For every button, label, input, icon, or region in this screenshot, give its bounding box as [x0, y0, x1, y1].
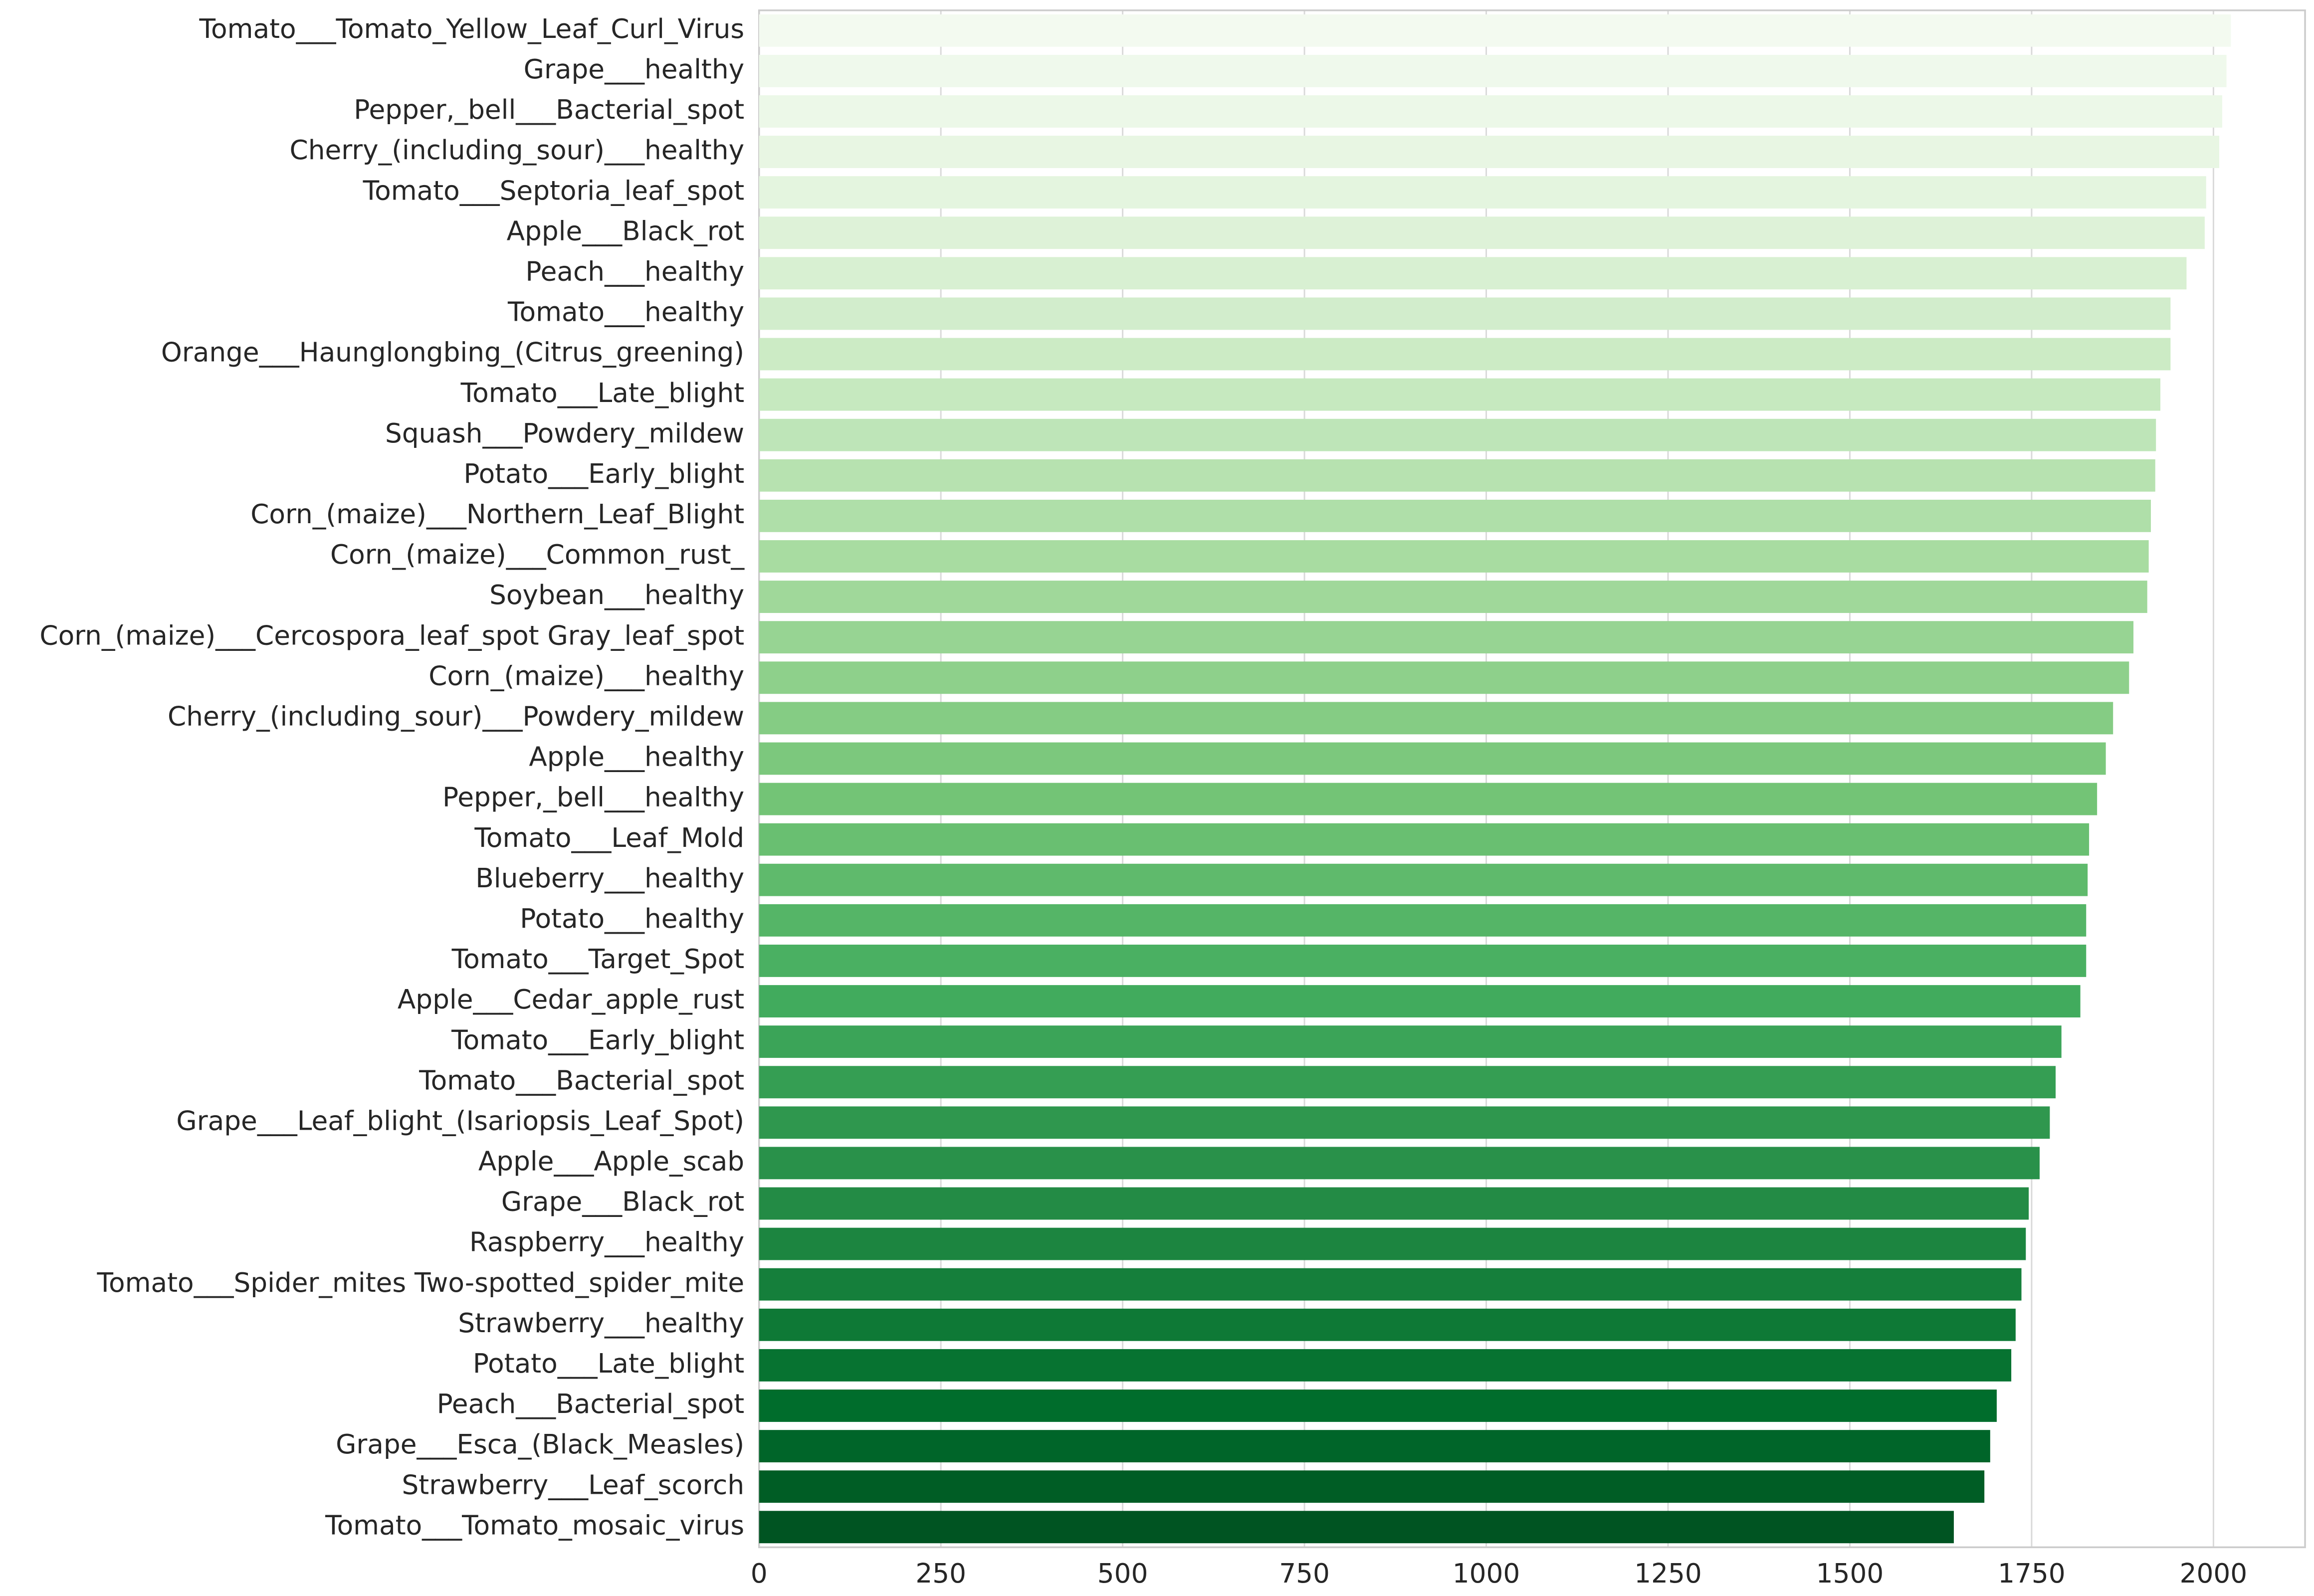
y-tick-label: Tomato___Late_blight	[460, 378, 744, 408]
y-tick-label: Tomato___Bacterial_spot	[419, 1065, 744, 1096]
bar	[759, 1511, 1954, 1544]
y-tick-label: Blueberry___healthy	[475, 863, 744, 894]
plot-frame	[758, 9, 2306, 1549]
bar	[759, 1106, 2050, 1139]
y-tick-label: Tomato___Tomato_Yellow_Leaf_Curl_Virus	[199, 13, 745, 44]
y-tick-label: Grape___Black_rot	[501, 1187, 744, 1217]
bar	[759, 823, 2090, 856]
y-tick-label: Tomato___Septoria_leaf_spot	[363, 175, 744, 206]
x-tick-label: 1500	[1816, 1558, 1884, 1589]
bar	[759, 1308, 2016, 1341]
y-tick-label: Peach___healthy	[525, 256, 744, 287]
bar	[759, 216, 2205, 249]
y-tick-label: Tomato___healthy	[507, 297, 744, 328]
y-tick-label: Corn_(maize)___Cercospora_leaf_spot Gray…	[39, 620, 744, 651]
bar	[759, 945, 2087, 977]
y-tick-label: Grape___Leaf_blight_(Isariopsis_Leaf_Spo…	[176, 1105, 744, 1136]
bar	[759, 783, 2098, 815]
bar	[759, 904, 2087, 937]
bar	[759, 459, 2155, 492]
y-tick-label: Apple___Apple_scab	[478, 1146, 744, 1177]
bar	[759, 1470, 1985, 1503]
bar	[759, 540, 2149, 573]
y-tick-label: Apple___Black_rot	[507, 215, 744, 246]
x-tick-label: 1250	[1634, 1558, 1702, 1589]
bar	[759, 1349, 2012, 1382]
bar	[759, 1390, 1997, 1422]
bar	[759, 257, 2187, 290]
bar	[759, 136, 2220, 168]
bar	[759, 1187, 2029, 1220]
y-tick-label: Tomato___Early_blight	[451, 1024, 744, 1055]
y-tick-label: Apple___healthy	[529, 742, 744, 773]
y-tick-label: Grape___healthy	[524, 54, 744, 85]
y-tick-label: Cherry_(including_sour)___healthy	[290, 135, 745, 166]
bar	[759, 1430, 1990, 1463]
x-tick-label: 250	[915, 1558, 966, 1589]
y-tick-label: Apple___Cedar_apple_rust	[398, 984, 744, 1015]
bar	[759, 95, 2222, 128]
bar	[759, 499, 2151, 532]
bar	[759, 1147, 2040, 1180]
y-tick-label: Tomato___Leaf_Mold	[474, 822, 744, 853]
bar	[759, 581, 2147, 613]
x-tick-label: 1750	[1998, 1558, 2066, 1589]
y-tick-label: Strawberry___healthy	[458, 1308, 744, 1339]
y-tick-label: Grape___Esca_(Black_Measles)	[336, 1429, 744, 1460]
bar	[759, 378, 2160, 411]
y-tick-label: Soybean___healthy	[489, 580, 744, 610]
bar	[759, 742, 2106, 775]
x-tick-label: 1000	[1453, 1558, 1520, 1589]
y-tick-label: Potato___Early_blight	[463, 458, 744, 489]
bar	[759, 418, 2156, 451]
bar	[759, 1227, 2026, 1260]
bar	[759, 621, 2134, 654]
y-tick-label: Peach___Bacterial_spot	[437, 1389, 745, 1419]
bar	[759, 1025, 2062, 1058]
bar	[759, 661, 2129, 694]
y-tick-label: Tomato___Spider_mites Two-spotted_spider…	[97, 1267, 745, 1298]
y-tick-label: Pepper,_bell___Bacterial_spot	[354, 94, 744, 125]
bar	[759, 297, 2171, 330]
y-tick-label: Cherry_(including_sour)___Powdery_mildew	[168, 701, 744, 732]
y-tick-label: Pepper,_bell___healthy	[442, 782, 744, 813]
y-tick-label: Corn_(maize)___Common_rust_	[330, 539, 745, 570]
y-tick-label: Raspberry___healthy	[469, 1227, 744, 1258]
y-tick-label: Potato___healthy	[520, 903, 744, 934]
bar	[759, 1066, 2056, 1099]
y-tick-label: Tomato___Target_Spot	[451, 944, 745, 975]
x-tick-label: 750	[1279, 1558, 1330, 1589]
y-tick-label: Strawberry___Leaf_scorch	[402, 1469, 745, 1500]
bar	[759, 985, 2081, 1017]
bar	[759, 338, 2171, 371]
x-tick-label: 0	[751, 1558, 768, 1589]
y-tick-label: Corn_(maize)___healthy	[428, 660, 744, 691]
x-tick-label: 2000	[2180, 1558, 2248, 1589]
bar	[759, 1268, 2022, 1301]
y-tick-label: Potato___Late_blight	[473, 1348, 744, 1379]
bar	[759, 863, 2088, 896]
y-tick-label: Corn_(maize)___Northern_Leaf_Blight	[250, 499, 744, 530]
x-tick-label: 500	[1097, 1558, 1148, 1589]
bar	[759, 702, 2113, 735]
bar	[759, 14, 2231, 47]
y-tick-label: Orange___Haunglongbing_(Citrus_greening)	[161, 337, 744, 368]
bar	[759, 176, 2206, 209]
y-tick-label: Squash___Powdery_mildew	[385, 418, 744, 449]
bar	[759, 54, 2227, 87]
y-tick-label: Tomato___Tomato_mosaic_virus	[325, 1510, 744, 1541]
